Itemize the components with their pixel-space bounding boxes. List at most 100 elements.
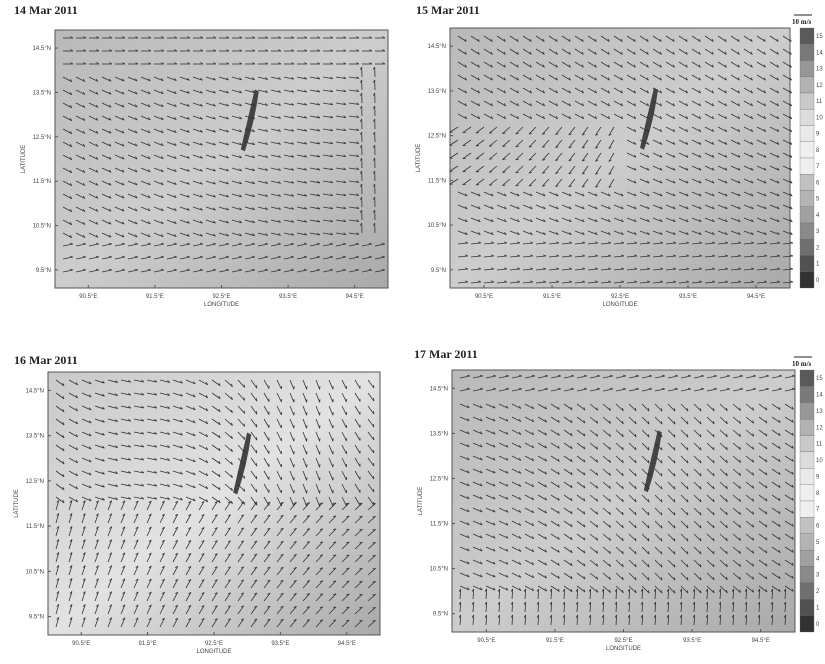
colorbar-tick-label: 4 <box>816 556 820 562</box>
colorbar-cell <box>800 142 814 158</box>
colorbar-tick-label: 0 <box>816 278 820 284</box>
colorbar-cell <box>800 256 814 272</box>
colorbar-tick-label: 15 <box>816 376 823 382</box>
arrow-head <box>790 268 793 269</box>
y-tick-label: 11.5°N <box>430 522 448 528</box>
colorbar-cell <box>800 534 814 550</box>
y-tick-label: 11.5°N <box>33 179 51 185</box>
colorbar-cell <box>800 93 814 109</box>
arrow-head <box>489 133 492 134</box>
colorbar-cell <box>800 517 814 533</box>
colorbar-cell <box>800 370 814 386</box>
x-tick-label: 94.5°E <box>752 638 770 644</box>
map-panel: 17 Mar 2011 90.5°E 91.5°E 92.5°E 93.5°E 94.5°… <box>414 347 823 652</box>
y-tick-label: 9.5°N <box>433 612 448 618</box>
y-axis-label: LATITUDE <box>21 145 27 174</box>
x-tick-label: 94.5°E <box>346 294 364 300</box>
colorbar-tick-label: 1 <box>816 605 820 611</box>
colorbar-cell <box>800 28 814 44</box>
y-tick-label: 10.5°N <box>33 224 51 230</box>
figure: 14 Mar 2011 90.5°E 91.5°E 92.5°E 93.5°E 94.5°… <box>0 0 825 664</box>
x-tick-label: 90.5°E <box>477 638 495 644</box>
colorbar-tick-label: 5 <box>816 197 820 203</box>
y-tick-label: 13.5°N <box>26 434 44 440</box>
x-tick-label: 91.5°E <box>546 638 564 644</box>
colorbar-tick-label: 6 <box>816 180 820 186</box>
y-tick-label: 12.5°N <box>428 134 446 140</box>
colorbar-tick-label: 15 <box>816 34 823 40</box>
colorbar-cell <box>800 419 814 435</box>
x-tick-label: 93.5°E <box>683 638 701 644</box>
colorbar-cell <box>800 452 814 468</box>
x-tick-label: 93.5°E <box>271 641 289 647</box>
colorbar-tick-label: 0 <box>816 622 820 628</box>
colorbar-tick-label: 8 <box>816 148 820 154</box>
panel-title: 15 Mar 2011 <box>416 3 480 17</box>
colorbar-cell <box>800 174 814 190</box>
y-tick-label: 9.5°N <box>29 615 44 621</box>
y-tick-label: 12.5°N <box>430 476 448 482</box>
colorbar-cell <box>800 61 814 77</box>
x-tick-label: 94.5°E <box>338 641 356 647</box>
colorbar-tick-label: 3 <box>816 229 820 235</box>
panel-title: 17 Mar 2011 <box>414 347 478 361</box>
colorbar-cell <box>800 223 814 239</box>
x-tick-label: 92.5°E <box>212 294 230 300</box>
arrow-head <box>790 281 793 282</box>
colorbar-cell <box>800 158 814 174</box>
y-tick-label: 11.5°N <box>26 524 44 530</box>
y-tick-label: 10.5°N <box>26 569 44 575</box>
colorbar-cell <box>800 272 814 288</box>
colorbar-cell <box>800 126 814 142</box>
y-tick-label: 9.5°N <box>431 268 446 274</box>
y-axis-label: LATITUDE <box>418 487 424 516</box>
x-axis-label: LONGITUDE <box>204 302 239 308</box>
colorbar-tick-label: 5 <box>816 540 820 546</box>
x-tick-label: 92.5°E <box>614 638 632 644</box>
colorbar-tick-label: 9 <box>816 474 820 480</box>
plot-area <box>55 30 388 288</box>
colorbar-tick-label: 12 <box>816 83 823 89</box>
colorbar-tick-label: 10 <box>816 115 823 121</box>
colorbar-tick-label: 2 <box>816 589 820 595</box>
x-tick-label: 90.5°E <box>475 294 493 300</box>
y-tick-label: 11.5°N <box>428 178 446 184</box>
colorbar-tick-label: 7 <box>816 164 820 170</box>
arrow-head <box>489 185 492 186</box>
colorbar-tick-label: 7 <box>816 507 820 513</box>
colorbar-tick-label: 6 <box>816 524 820 530</box>
reference-vector-label: 10 m/s <box>792 360 812 368</box>
colorbar-cell <box>800 109 814 125</box>
x-tick-label: 91.5°E <box>146 294 164 300</box>
colorbar-tick-label: 11 <box>816 99 823 105</box>
colorbar-cell <box>800 207 814 223</box>
map-panel: 14 Mar 201190.5°E91.5°E92.5°E93.5°E94.5°… <box>14 3 388 308</box>
y-tick-label: 12.5°N <box>33 135 51 141</box>
y-tick-label: 10.5°N <box>428 223 446 229</box>
map-panel: 16 Mar 201190.5°E91.5°E92.5°E93.5°E94.5°… <box>14 353 380 655</box>
colorbar-cell <box>800 550 814 566</box>
x-tick-label: 90.5°E <box>72 641 90 647</box>
colorbar-tick-label: 11 <box>816 442 823 448</box>
y-axis-label: LATITUDE <box>14 489 20 518</box>
colorbar-cell <box>800 616 814 632</box>
y-tick-label: 14.5°N <box>430 386 448 392</box>
y-tick-label: 10.5°N <box>430 567 448 573</box>
figure-canvas: 14 Mar 2011 90.5°E 91.5°E 92.5°E 93.5°E 94.5°… <box>0 0 825 664</box>
colorbar-cell <box>800 501 814 517</box>
arrow-head <box>790 255 793 256</box>
y-tick-label: 12.5°N <box>26 479 44 485</box>
colorbar-tick-label: 4 <box>816 213 820 219</box>
panel-title: 14 Mar 2011 <box>14 3 78 17</box>
x-axis-label: LONGITUDE <box>602 302 637 308</box>
colorbar-tick-label: 14 <box>816 50 823 56</box>
colorbar-tick-label: 12 <box>816 425 823 431</box>
x-tick-label: 92.5°E <box>205 641 223 647</box>
colorbar-tick-label: 10 <box>816 458 823 464</box>
arrow-head <box>489 159 492 160</box>
colorbar-tick-label: 13 <box>816 67 823 73</box>
y-tick-label: 14.5°N <box>26 388 44 394</box>
colorbar-tick-label: 14 <box>816 393 823 399</box>
y-tick-label: 13.5°N <box>428 89 446 95</box>
x-tick-label: 94.5°E <box>747 294 765 300</box>
